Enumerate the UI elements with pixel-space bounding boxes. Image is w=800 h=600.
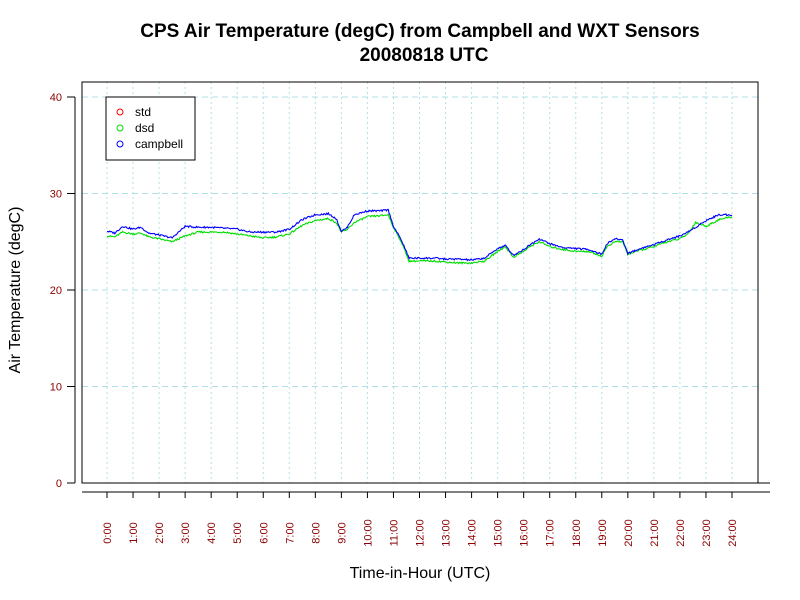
x-tick-label: 9:00 — [336, 522, 348, 543]
y-tick-label: 0 — [56, 478, 62, 490]
series-layer — [106, 208, 733, 265]
x-tick-label: 0:00 — [102, 522, 114, 543]
legend-marker-std — [116, 108, 124, 116]
series-line-dsd — [106, 213, 733, 265]
x-tick-label: 24:00 — [727, 519, 739, 547]
x-tick-label: 15:00 — [493, 519, 505, 547]
x-tick-label: 6:00 — [258, 522, 270, 543]
x-tick-label: 21:00 — [649, 519, 661, 547]
x-tick-label: 13:00 — [441, 519, 453, 547]
x-tick-label: 19:00 — [597, 519, 609, 547]
x-tick-label: 12:00 — [415, 519, 427, 547]
legend-marker-campbell — [116, 140, 124, 148]
x-tick-label: 8:00 — [310, 522, 322, 543]
x-tick-label: 11:00 — [388, 520, 400, 547]
x-tick-label: 20:00 — [623, 519, 635, 547]
y-tick-label: 30 — [50, 189, 62, 201]
grid-layer — [82, 82, 758, 484]
x-tick-label: 5:00 — [232, 522, 244, 543]
x-tick-label: 4:00 — [206, 522, 218, 543]
x-tick-label: 7:00 — [284, 522, 296, 543]
x-tick-label: 10:00 — [362, 519, 374, 547]
y-axis-title: Air Temperature (degC) — [7, 207, 24, 374]
x-tick-label: 22:00 — [675, 519, 687, 547]
x-tick-label: 2:00 — [154, 522, 166, 543]
legend-marker-dsd — [116, 124, 124, 132]
chart-title: CPS Air Temperature (degC) from Campbell… — [140, 21, 700, 42]
x-axis-title: Time-in-Hour (UTC) — [350, 565, 491, 582]
legend-box — [105, 96, 196, 161]
series-line-campbell — [106, 208, 733, 262]
x-tick-label: 23:00 — [701, 519, 713, 547]
x-tick-label: 16:00 — [519, 519, 531, 547]
legend-label-std: std — [135, 105, 151, 119]
plot-frame — [81, 81, 759, 484]
y-tick-label: 10 — [50, 382, 62, 394]
x-tick-label: 1:00 — [128, 522, 140, 543]
axis-layer: 0:00 1:00 2:00 3:00 4:00 5:00 6:00 7:00 8:00 9:00… — [50, 92, 770, 547]
legend-label-dsd: dsd — [135, 121, 154, 135]
y-tick-label: 20 — [50, 285, 62, 297]
y-tick-label: 40 — [50, 92, 62, 104]
x-tick-label: 3:00 — [180, 522, 192, 543]
legend: std dsd campbell — [105, 96, 196, 161]
x-tick-label: 18:00 — [571, 519, 583, 547]
chart-subtitle: 20080818 UTC — [360, 45, 489, 66]
legend-label-campbell: campbell — [135, 137, 183, 151]
x-tick-label: 14:00 — [467, 519, 479, 547]
x-tick-label: 17:00 — [545, 519, 557, 547]
